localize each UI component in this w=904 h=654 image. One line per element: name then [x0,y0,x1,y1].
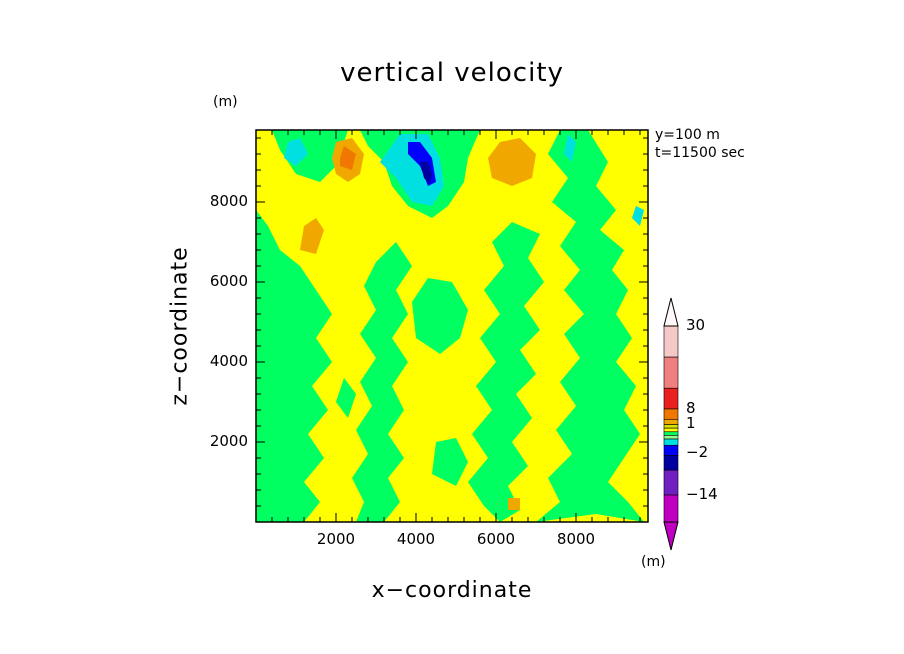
colorbar-segment [663,408,679,420]
y-tick-label: 4000 [209,352,248,370]
colorbar-segment [663,419,679,425]
x-axis-label: x−coordinate [371,578,533,603]
contour-region [300,218,324,254]
y-axis-unit: (m) [213,94,238,110]
y-tick-label: 2000 [209,432,248,450]
contour-region [488,138,536,186]
y-tick-label: 6000 [209,272,248,290]
x-tick-label: 8000 [556,530,596,548]
contour-region [592,374,616,414]
colorbar-segment [663,438,679,446]
colorbar-segment [663,387,679,410]
colorbar-segment [663,356,679,389]
colorbar-label: −2 [686,443,709,462]
colorbar-bottom-arrow [663,521,679,551]
chart-title: vertical velocity [340,58,564,88]
contour-fill-layer [256,130,648,522]
colorbar-label: 1 [686,414,696,433]
colorbar-segment [663,455,679,471]
x-tick-label: 6000 [476,530,516,548]
contour-region [432,438,468,486]
colorbar-segment [663,444,679,456]
x-tick-label: 4000 [396,530,436,548]
colorbar-label: −14 [686,485,718,504]
colorbar-segment [663,427,679,433]
y-axis-label: z−coordinate [167,246,193,406]
colorbar [663,297,679,551]
contour-region [508,498,520,510]
colorbar-segment [663,325,679,358]
contour-region [284,138,308,166]
contour-region [340,146,356,170]
contour-region [564,134,576,162]
contour-region [536,130,644,522]
contour-region [412,278,468,354]
contour-region [632,206,644,226]
contour-region [276,394,308,442]
x-tick-label: 2000 [316,530,356,548]
contour-region [420,162,432,184]
colorbar-label: 30 [686,316,706,334]
plot-frame [255,129,649,523]
colorbar-segment [663,424,679,429]
colorbar-segment [663,431,679,436]
colorbar-segment [663,435,679,440]
colorbar-segment [663,494,679,523]
info-time: t=11500 sec [655,145,745,161]
contour-region [468,222,544,522]
contour-region [256,210,332,522]
colorbar-top-arrow [663,297,679,327]
colorbar-unit: (m) [641,554,666,570]
colorbar-label: 8 [686,398,696,417]
colorbar-segment [663,469,679,496]
y-tick-label: 8000 [209,192,248,210]
contour-region [380,134,444,206]
contour-region [336,378,356,418]
axis-ticks [256,130,648,522]
contour-region [352,242,412,522]
info-y-position: y=100 m [655,127,720,143]
